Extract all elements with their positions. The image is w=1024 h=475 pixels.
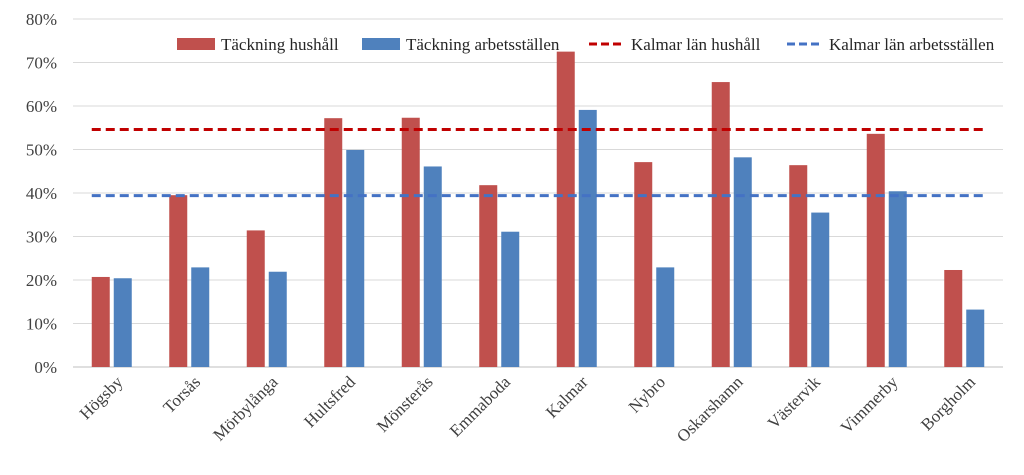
bar-households: [944, 269, 963, 367]
y-tick-label: 10%: [26, 315, 57, 334]
bar-workplaces: [966, 309, 985, 367]
x-category-label: Vimmerby: [837, 372, 902, 437]
x-category-label: Mörbylånga: [209, 372, 282, 445]
bar-households: [401, 117, 420, 368]
bar-workplaces: [733, 157, 752, 367]
legend-label: Täckning arbetsställen: [406, 35, 560, 54]
bar-workplaces: [423, 166, 442, 367]
bar-workplaces: [888, 191, 907, 367]
x-category-label: Högsby: [76, 372, 127, 423]
bar-households: [789, 165, 808, 367]
legend: Täckning hushåll Täckning arbetsställen Ka…: [177, 35, 995, 54]
bar-households: [556, 51, 575, 367]
x-category-label: Nybro: [625, 372, 669, 416]
bar-workplaces: [578, 109, 597, 367]
bar-households: [634, 162, 653, 367]
bar-households: [91, 276, 110, 367]
bar-workplaces: [268, 271, 287, 367]
x-category-label: Oskarshamn: [673, 372, 747, 446]
x-category-label: Mönsterås: [373, 372, 437, 436]
y-tick-label: 50%: [26, 141, 57, 160]
bar-workplaces: [501, 231, 520, 367]
x-category-label: Kalmar: [542, 372, 592, 422]
x-axis-category-labels: Högsby Torsås Mörbylånga Hultsfred Mönsterås…: [76, 372, 979, 446]
bar-workplaces: [191, 267, 210, 367]
y-axis-tick-labels: 0% 10% 20% 30% 40% 50% 60% 70% 80%: [26, 10, 57, 377]
x-category-label: Torsås: [159, 372, 204, 417]
y-tick-label: 40%: [26, 184, 57, 203]
x-category-label: Emmaboda: [446, 372, 515, 441]
bar-workplaces: [113, 278, 132, 367]
y-tick-label: 20%: [26, 271, 57, 290]
y-tick-label: 60%: [26, 97, 57, 116]
bar-households: [324, 118, 343, 368]
bar-workplaces: [811, 212, 830, 367]
reference-lines: [91, 127, 985, 198]
bar-workplaces: [346, 149, 365, 367]
bar-households: [866, 133, 885, 367]
bar-households: [479, 185, 498, 367]
bar-households: [169, 195, 188, 367]
legend-swatch: [177, 38, 215, 50]
x-category-label: Borgholm: [917, 372, 979, 434]
bar-households: [711, 82, 730, 367]
legend-label: Kalmar län arbetsställen: [829, 35, 995, 54]
x-category-label: Hultsfred: [300, 372, 359, 431]
bars: [91, 51, 985, 368]
bar-households: [246, 230, 265, 367]
x-category-label: Västervik: [764, 372, 825, 433]
y-tick-label: 80%: [26, 10, 57, 29]
legend-swatch: [362, 38, 400, 50]
bar-workplaces: [656, 267, 675, 367]
y-tick-label: 70%: [26, 54, 57, 73]
y-tick-label: 0%: [34, 358, 57, 377]
legend-label: Kalmar län hushåll: [631, 35, 761, 54]
gridlines: [73, 18, 1003, 368]
legend-label: Täckning hushåll: [221, 35, 339, 54]
y-tick-label: 30%: [26, 228, 57, 247]
